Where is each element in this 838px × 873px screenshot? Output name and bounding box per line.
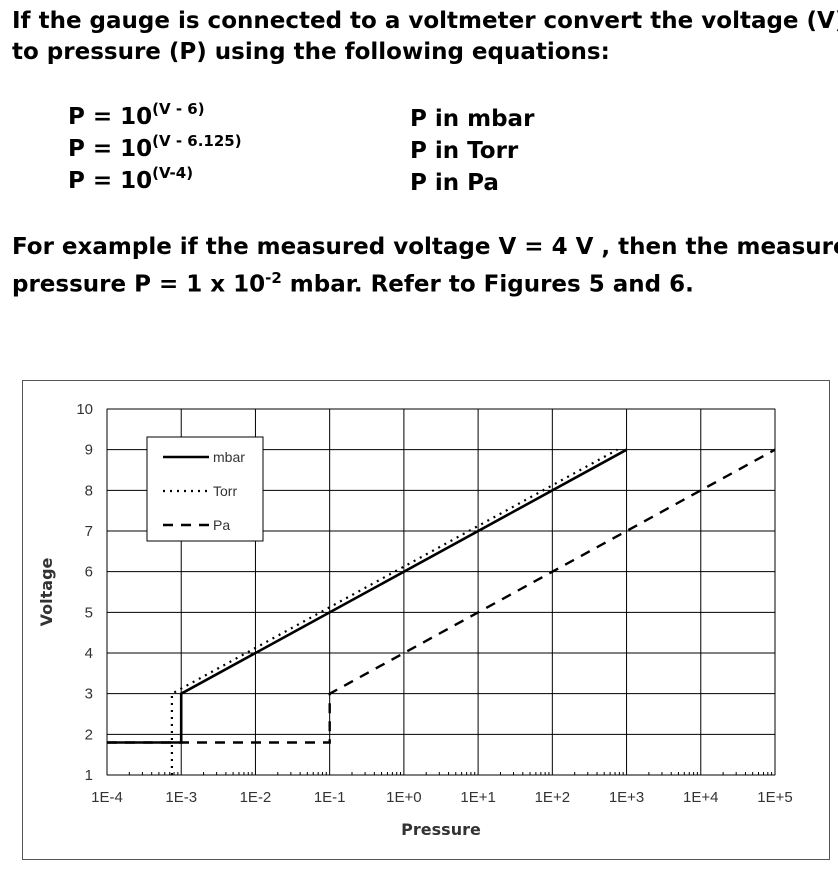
y-tick-label: 8 — [85, 482, 93, 499]
y-tick-label: 4 — [85, 645, 93, 662]
unit-pa: P in Pa — [410, 170, 499, 196]
example-text: For example if the measured voltage V = … — [12, 232, 838, 301]
y-tick-label: 1 — [85, 767, 93, 784]
y-tick-label: 5 — [85, 604, 93, 621]
y-tick-label: 10 — [76, 401, 93, 418]
example-line-2: pressure P = 1 x 10-2 mbar. Refer to Fig… — [12, 269, 694, 298]
x-tick-label: 1E-1 — [314, 789, 346, 806]
x-tick-label: 1E-4 — [91, 789, 123, 806]
y-tick-label: 2 — [85, 726, 93, 743]
x-axis-label: Pressure — [401, 820, 481, 839]
y-tick-label: 9 — [85, 442, 93, 459]
x-tick-label: 1E-2 — [240, 789, 272, 806]
legend-label-torr: Torr — [213, 483, 237, 499]
series-line-pa — [107, 448, 776, 744]
intro-text: If the gauge is connected to a voltmeter… — [12, 6, 838, 68]
x-tick-label: 1E+4 — [683, 789, 718, 806]
x-tick-label: 1E-3 — [165, 789, 197, 806]
y-tick-label: 6 — [85, 564, 93, 581]
x-tick-label: 1E+2 — [535, 789, 570, 806]
y-tick-label: 7 — [85, 523, 93, 540]
y-axis-label: Voltage — [37, 557, 56, 626]
intro-line-2: to pressure (P) using the following equa… — [12, 39, 610, 65]
example-line-1: For example if the measured voltage V = … — [12, 234, 838, 260]
legend-label-mbar: mbar — [213, 449, 245, 465]
legend-label-pa: Pa — [213, 517, 230, 533]
y-tick-label: 3 — [85, 686, 93, 703]
figure-frame: 1 2 3 4 5 6 7 8 9 10 1E-4 1E-3 1E-2 1E-1 1E+0 1E+1 1E+2 1… — [22, 380, 830, 860]
pressure-voltage-chart: 1 2 3 4 5 6 7 8 9 10 1E-4 1E-3 1E-2 1E-1 1E+0 1E+1 1E+2 1… — [37, 401, 793, 839]
intro-line-1: If the gauge is connected to a voltmeter… — [12, 8, 838, 34]
x-tick-label: 1E+5 — [757, 789, 792, 806]
unit-mbar: P in mbar — [410, 106, 535, 132]
x-tick-label: 1E+3 — [609, 789, 644, 806]
equation-mbar: P = 10(V - 6) — [68, 100, 205, 130]
x-tick-label: 1E+0 — [386, 789, 421, 806]
legend-box — [146, 436, 264, 542]
x-tick-label: 1E+1 — [460, 789, 495, 806]
equation-torr: P = 10(V - 6.125) — [68, 132, 242, 162]
unit-torr: P in Torr — [410, 138, 519, 164]
equation-pa: P = 10(V-4) — [68, 164, 194, 194]
